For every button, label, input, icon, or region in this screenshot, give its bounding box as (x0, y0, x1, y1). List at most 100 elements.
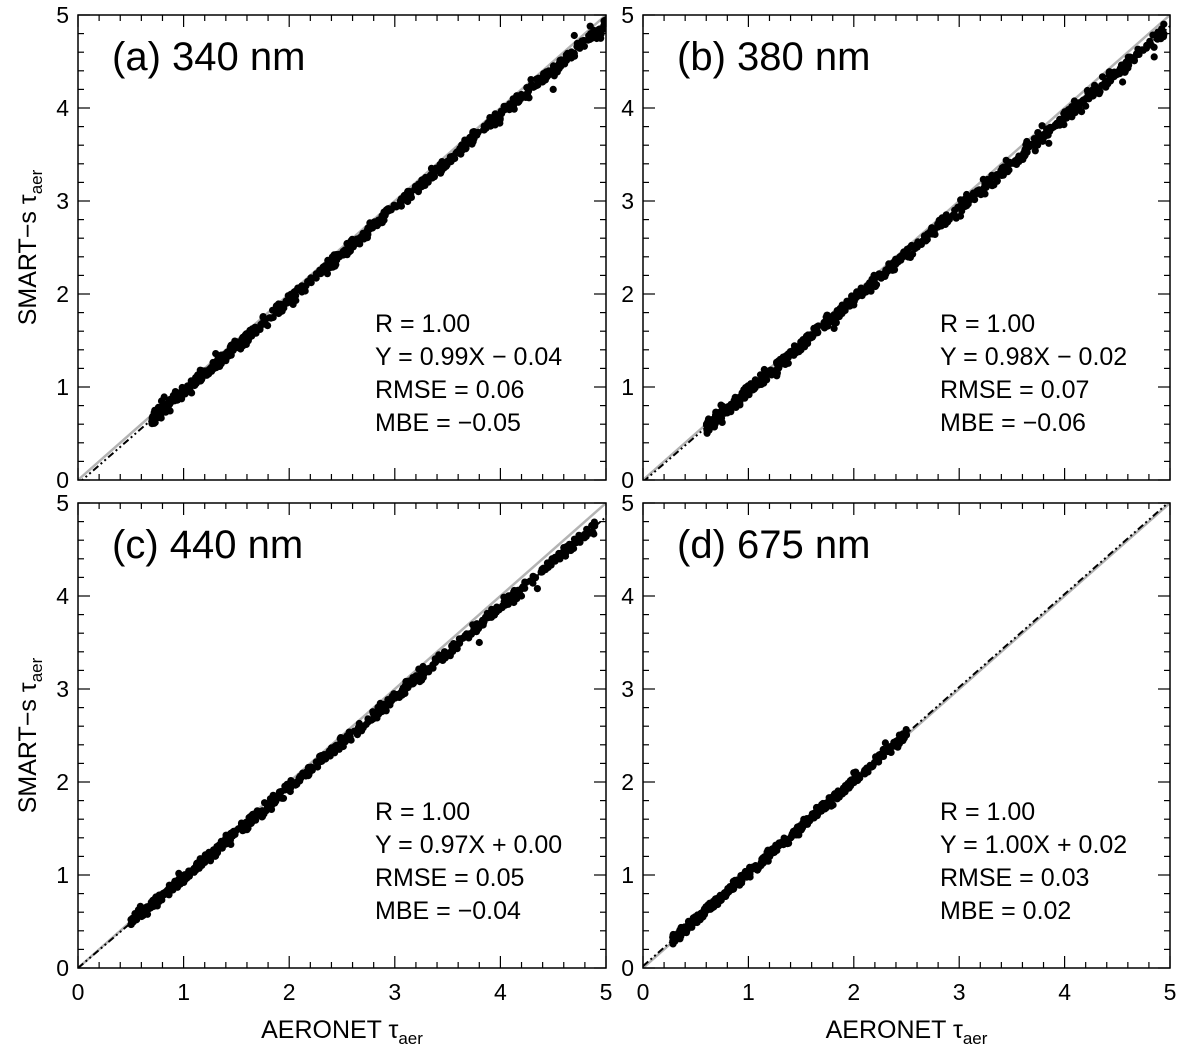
data-point (848, 292, 856, 300)
data-point (820, 321, 828, 329)
data-point (384, 205, 392, 213)
data-point (541, 566, 550, 574)
data-point (522, 578, 530, 587)
data-point (886, 746, 894, 754)
data-point (533, 585, 542, 593)
x-tick-label: 0 (72, 979, 85, 1005)
data-point (855, 290, 863, 298)
data-point (586, 529, 594, 537)
data-point (764, 853, 772, 861)
data-point (357, 233, 365, 241)
data-point (888, 261, 896, 270)
data-point (270, 795, 278, 803)
y-tick-label: 4 (621, 583, 634, 609)
plot-area (643, 503, 1170, 968)
data-point (894, 256, 902, 264)
data-point (407, 190, 415, 198)
data-point (736, 397, 744, 405)
y-tick-label: 0 (56, 955, 69, 981)
data-point (395, 202, 403, 210)
stat-line: R = 1.00 (375, 310, 470, 338)
panel-a: 0 1 2 3 4 5 (a) 340 nm R = 1.00 Y = 0.99X − 0.04… (14, 2, 607, 493)
data-point (573, 538, 581, 547)
data-point (459, 634, 467, 642)
data-point (796, 346, 804, 354)
data-point (337, 737, 345, 745)
data-point (816, 807, 825, 815)
y-tick-label: 4 (56, 583, 69, 609)
data-point (407, 680, 415, 688)
data-point (967, 195, 975, 203)
data-point (523, 90, 531, 98)
data-point (529, 576, 537, 584)
stat-line: RMSE = 0.06 (375, 376, 524, 404)
y-tick-label: 4 (621, 95, 634, 121)
data-point (704, 415, 713, 423)
data-point (773, 843, 781, 851)
data-point (196, 375, 204, 383)
data-point (242, 340, 250, 348)
y-tick-label: 2 (621, 281, 634, 307)
data-point (832, 319, 840, 327)
data-point (1093, 84, 1101, 92)
data-point (758, 377, 766, 385)
data-point (555, 554, 564, 563)
data-point (921, 235, 929, 243)
data-point (1155, 29, 1164, 38)
data-point (567, 48, 576, 56)
data-point (143, 910, 152, 918)
data-point (863, 282, 871, 290)
data-point (586, 22, 594, 30)
y-tick-label: 5 (56, 2, 69, 28)
data-point (212, 350, 220, 358)
data-point (363, 234, 371, 242)
data-point (175, 389, 183, 397)
data-point (1016, 156, 1024, 164)
axes-frame (77, 14, 607, 481)
data-point (497, 107, 505, 115)
stat-line: Y = 1.00X + 0.02 (940, 831, 1127, 859)
data-point (503, 596, 511, 604)
data-point (510, 105, 518, 113)
data-point (597, 34, 605, 42)
data-point (517, 592, 526, 600)
y-tick-label: 2 (56, 281, 69, 307)
data-point (234, 825, 243, 833)
y-tick-label: 1 (56, 862, 69, 888)
x-tick-label: 5 (600, 979, 613, 1005)
data-point (271, 306, 279, 315)
x-axis-label: AERONET τaer (261, 1016, 423, 1048)
data-point (201, 858, 209, 867)
data-point (813, 329, 822, 337)
data-point (897, 731, 905, 740)
data-point (539, 78, 547, 86)
data-point (206, 857, 215, 865)
data-point (928, 224, 936, 232)
data-point (439, 656, 447, 665)
data-point (1082, 102, 1090, 110)
data-point (462, 145, 470, 153)
y-axis-label: SMART−s τaer (14, 657, 46, 813)
data-point (374, 217, 383, 225)
data-point (1037, 131, 1045, 139)
data-point (902, 247, 910, 255)
data-point (881, 739, 890, 747)
data-point (347, 237, 355, 245)
y-tick-label: 2 (56, 769, 69, 795)
data-point (207, 850, 215, 858)
data-point (567, 546, 575, 555)
data-point (683, 926, 691, 934)
x-tick-label: 0 (637, 979, 650, 1005)
data-point (882, 270, 890, 278)
data-point (1116, 70, 1124, 78)
data-point (186, 869, 194, 877)
stat-line: R = 1.00 (940, 798, 1035, 826)
y-tick-label: 1 (621, 374, 634, 400)
data-point (291, 779, 299, 787)
data-point (560, 544, 568, 552)
y-tick-label: 3 (621, 188, 634, 214)
data-point (803, 820, 812, 828)
data-point (1031, 147, 1039, 155)
data-point (931, 230, 939, 238)
data-point (465, 634, 473, 642)
